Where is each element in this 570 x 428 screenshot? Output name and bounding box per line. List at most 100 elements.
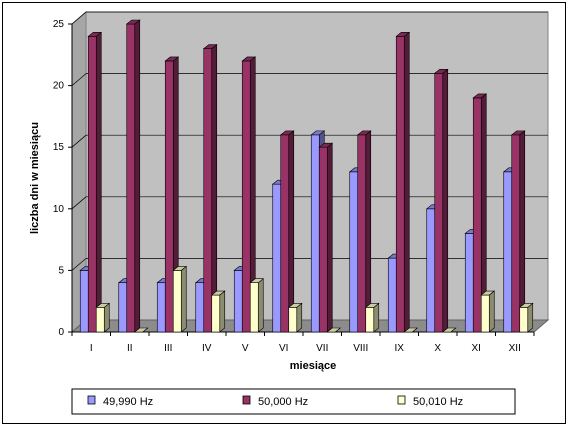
bar	[164, 60, 174, 333]
legend	[71, 388, 516, 415]
bar-side	[442, 68, 449, 333]
bar	[95, 307, 105, 333]
bar	[172, 270, 182, 333]
x-tick-label: II	[127, 343, 133, 354]
x-tick-label: VI	[279, 343, 288, 354]
bar	[87, 36, 97, 333]
bar-top	[310, 130, 326, 136]
x-tick-label: IV	[202, 343, 212, 354]
bar	[357, 134, 367, 333]
bar-top	[441, 327, 457, 333]
bar-side	[288, 130, 295, 333]
bar-top	[279, 130, 295, 136]
bar-side	[527, 302, 534, 333]
x-tick-label: XII	[509, 343, 521, 354]
bar	[233, 270, 243, 333]
bar-side	[296, 302, 303, 333]
bar-top	[164, 56, 180, 62]
bar-side	[257, 278, 264, 333]
bar-top	[433, 68, 449, 74]
bar	[519, 307, 529, 333]
x-axis-title: miesiące	[290, 360, 336, 372]
bar-side	[519, 130, 526, 333]
x-tick-label: XI	[472, 343, 481, 354]
gridline-side	[71, 196, 87, 210]
bar-side	[95, 31, 102, 333]
bar-top	[133, 327, 149, 333]
bar	[318, 146, 328, 333]
bar-top	[356, 130, 372, 136]
bar-top	[318, 142, 334, 148]
gridline-side	[71, 73, 87, 86]
bar	[156, 282, 166, 333]
bar-top	[210, 290, 226, 296]
bar	[249, 282, 259, 333]
bar-top	[202, 44, 218, 49]
bar-top	[480, 290, 496, 296]
bar-top	[395, 32, 411, 37]
bar-side	[488, 290, 495, 333]
legend-label: 49,990 Hz	[103, 396, 153, 408]
bar-top	[326, 327, 342, 333]
bar	[280, 134, 290, 333]
bar-top	[125, 19, 141, 25]
y-tick-label: 5	[58, 265, 64, 276]
gridline-side	[71, 258, 87, 271]
legend-label: 50,010 Hz	[413, 396, 463, 408]
x-tick-label: VIII	[353, 343, 368, 354]
bar	[203, 48, 213, 333]
bar-top	[249, 278, 265, 284]
legend-swatch	[87, 395, 96, 405]
bar-top	[364, 303, 380, 308]
x-tick-label: VII	[316, 343, 328, 354]
bar	[195, 282, 205, 333]
bar	[511, 134, 521, 333]
bar	[272, 183, 282, 333]
bar-side	[103, 302, 110, 333]
bar-top	[241, 56, 257, 62]
bar	[472, 97, 482, 333]
bar-side	[326, 142, 333, 333]
bar	[480, 294, 490, 333]
bar-top	[510, 130, 526, 136]
gridline-side	[71, 134, 87, 148]
bar	[387, 257, 397, 333]
y-tick-label: 25	[53, 19, 65, 30]
bar	[310, 134, 320, 333]
bar	[464, 233, 474, 333]
bar	[126, 23, 136, 333]
bar-side	[403, 31, 410, 333]
bar-top	[87, 32, 103, 37]
bar	[79, 270, 89, 333]
y-tick-label: 15	[53, 142, 65, 153]
y-axis-title: liczba dni w miesiącu	[29, 122, 41, 234]
gridline-side	[71, 11, 87, 25]
y-tick-label: 20	[53, 81, 65, 92]
bar	[241, 60, 251, 333]
bar	[426, 208, 436, 333]
bar-side	[180, 265, 187, 333]
bar-top	[518, 303, 534, 308]
bar	[349, 171, 359, 333]
x-tick-label: III	[164, 343, 172, 354]
bar-side	[373, 302, 380, 333]
bar-side	[219, 290, 226, 333]
bar-top	[472, 93, 488, 99]
bar-side	[211, 44, 218, 333]
bar	[503, 171, 513, 333]
bar	[434, 72, 444, 333]
y-tick-label: 10	[53, 204, 65, 215]
bar	[211, 294, 221, 333]
legend-swatch	[242, 395, 251, 405]
x-tick-label: X	[434, 343, 441, 354]
bar	[365, 307, 375, 333]
x-tick-label: IX	[395, 343, 405, 354]
bar-top	[287, 303, 303, 308]
bar-side	[134, 19, 141, 333]
bar	[118, 282, 128, 333]
bar-top	[172, 266, 188, 271]
bar-top	[95, 303, 111, 308]
bar-top	[403, 327, 419, 333]
legend-label: 50,000 Hz	[258, 396, 308, 408]
